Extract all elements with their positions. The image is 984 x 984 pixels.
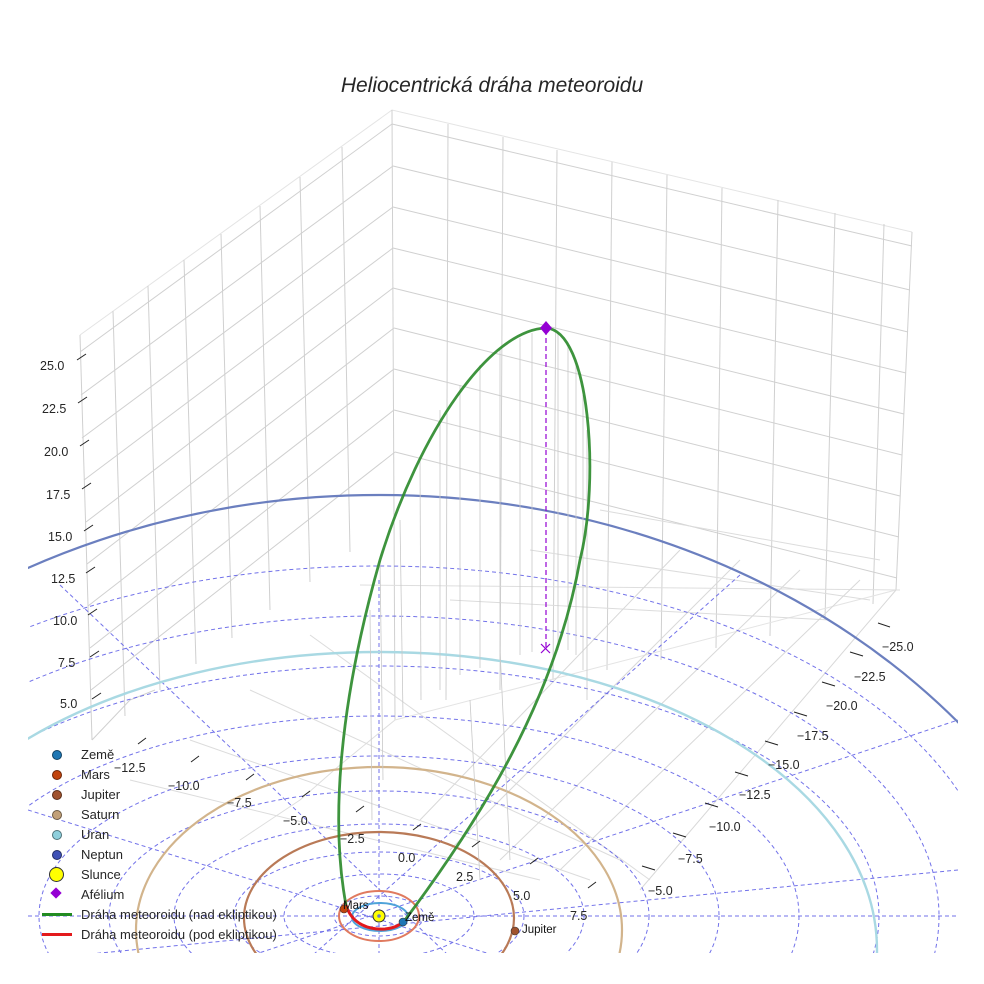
legend-item-neptune: Neptun [40, 844, 277, 864]
z-tick: 17.5 [46, 488, 70, 502]
z-tick: 12.5 [51, 572, 75, 586]
x-tick: −7.5 [227, 796, 252, 810]
z-tick: 15.0 [48, 530, 72, 544]
x-tick: 0.0 [398, 851, 415, 865]
x-tick: −12.5 [114, 761, 146, 775]
x-tick: −5.0 [283, 814, 308, 828]
legend-label: Uran [81, 826, 110, 842]
x-tick: 7.5 [570, 909, 587, 923]
aphelion-projection-x-icon [540, 643, 551, 654]
y-tick: −22.5 [854, 670, 886, 684]
z-tick: 20.0 [44, 445, 68, 459]
legend-label: Afélium [81, 886, 125, 902]
x-axis: −12.5 −10.0 −7.5 −5.0 −2.5 0.0 2.5 5.0 7… [114, 737, 597, 923]
legend-item-sun: Slunce [40, 864, 277, 884]
jupiter-dot-icon [52, 790, 62, 800]
legend-item-saturn: Saturn [40, 804, 277, 824]
y-tick: −25.0 [882, 640, 914, 654]
uranus-dot-icon [52, 830, 62, 840]
neptune-dot-icon [52, 850, 62, 860]
z-tick: 5.0 [60, 697, 77, 711]
green-line-icon [42, 913, 72, 916]
x-tick: 5.0 [513, 889, 530, 903]
mars-label: Mars [343, 900, 369, 912]
y-tick: −17.5 [797, 729, 829, 743]
x-tick: 2.5 [456, 870, 473, 884]
diamond-icon [50, 887, 62, 899]
uranus-orbit [28, 650, 879, 953]
neptune-orbit [28, 494, 958, 724]
mars-marker-icon [339, 904, 349, 914]
saturn-dot-icon [52, 810, 62, 820]
planets: Mars Země Jupiter [339, 900, 557, 936]
z-tick: 10.0 [53, 614, 77, 628]
chart-title: Heliocentrická dráha meteoroidu [340, 74, 644, 97]
legend-label: Saturn [81, 806, 120, 822]
sun-icon [49, 867, 64, 882]
legend-item-uranus: Uran [40, 824, 277, 844]
legend-label: Mars [81, 766, 110, 782]
z-tick: 7.5 [58, 656, 75, 670]
jupiter-label: Jupiter [522, 924, 557, 936]
x-tick: −2.5 [340, 832, 365, 846]
legend-label: Země [81, 746, 115, 762]
x-tick: −10.0 [168, 779, 200, 793]
jupiter-orbit [242, 830, 516, 953]
legend: Země Mars Jupiter Saturn Uran Neptun Slu… [40, 744, 277, 944]
legend-label: Dráha meteoroidu (nad ekliptikou) [81, 906, 277, 922]
y-tick: −5.0 [648, 884, 673, 898]
legend-item-aphelion: Afélium [40, 884, 277, 904]
legend-item-orbit-above: Dráha meteoroidu (nad ekliptikou) [40, 904, 277, 924]
z-axis: 25.0 22.5 20.0 17.5 15.0 12.5 10.0 7.5 5… [40, 353, 102, 711]
projection-lines [369, 332, 588, 881]
y-tick: −15.0 [768, 758, 800, 772]
legend-item-jupiter: Jupiter [40, 784, 277, 804]
axes-grid [79, 109, 913, 891]
jupiter-marker-icon [510, 926, 520, 936]
legend-label: Jupiter [81, 786, 121, 802]
y-tick: −12.5 [739, 788, 771, 802]
z-tick: 22.5 [42, 402, 66, 416]
y-axis: −25.0 −22.5 −20.0 −17.5 −15.0 −12.5 −10.… [641, 622, 914, 898]
legend-item-orbit-below: Dráha meteoroidu (pod ekliptikou) [40, 924, 277, 944]
legend-item-earth: Země [40, 744, 277, 764]
ecliptic-grid [28, 565, 958, 953]
y-tick: −20.0 [826, 699, 858, 713]
y-tick: −10.0 [709, 820, 741, 834]
earth-marker-icon [398, 917, 408, 927]
saturn-orbit [134, 765, 624, 953]
legend-label: Neptun [81, 846, 123, 862]
mars-orbit [338, 890, 420, 942]
legend-item-mars: Mars [40, 764, 277, 784]
z-tick: 25.0 [40, 359, 64, 373]
red-line-icon [42, 933, 72, 936]
aphelion-marker-icon [540, 321, 552, 335]
y-tick: −7.5 [678, 852, 703, 866]
earth-dot-icon [52, 750, 62, 760]
legend-label: Slunce [81, 866, 121, 882]
earth-label: Země [405, 912, 434, 924]
mars-dot-icon [52, 770, 62, 780]
legend-label: Dráha meteoroidu (pod ekliptikou) [81, 926, 277, 942]
